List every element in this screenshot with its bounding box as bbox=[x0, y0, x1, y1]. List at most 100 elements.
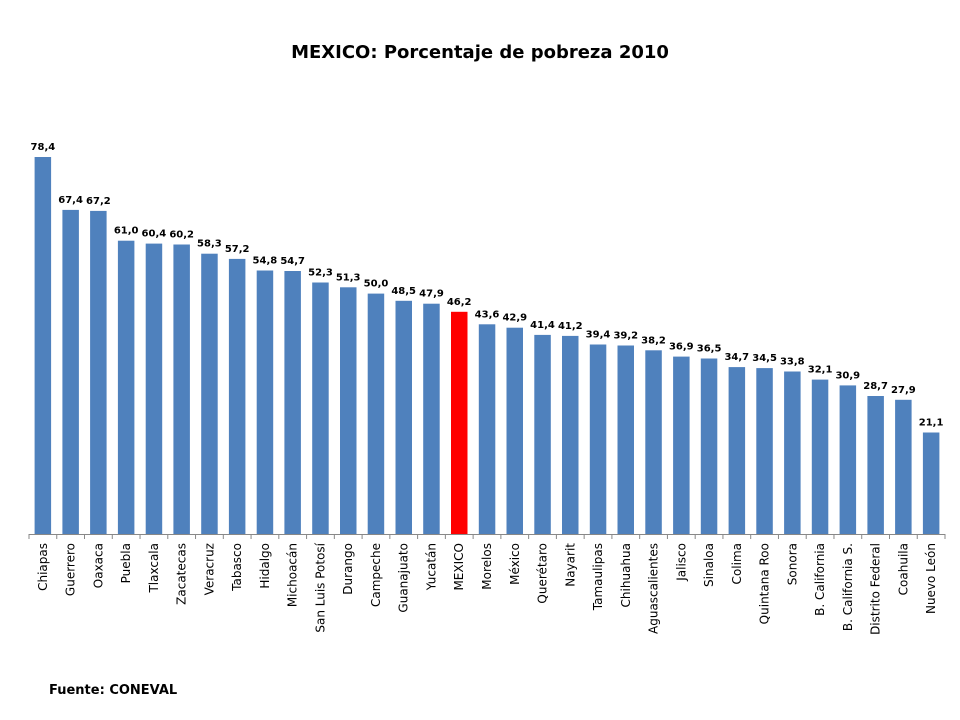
category-label: Hidalgo bbox=[258, 543, 272, 589]
bars-group bbox=[34, 157, 940, 534]
bar-value-label: 27,9 bbox=[891, 385, 916, 396]
bar bbox=[228, 258, 246, 534]
category-label: México bbox=[508, 543, 522, 585]
bar-value-label: 60,4 bbox=[142, 229, 167, 240]
category-label: Campeche bbox=[369, 543, 383, 607]
category-label: Tlaxcala bbox=[147, 543, 161, 594]
bar bbox=[367, 293, 385, 534]
category-label: Guanajuato bbox=[397, 543, 411, 613]
bar-value-label: 78,4 bbox=[31, 142, 56, 153]
bar-value-label: 34,5 bbox=[752, 353, 777, 364]
category-label: Colima bbox=[730, 543, 744, 584]
bar bbox=[284, 271, 301, 534]
bar-value-label: 60,2 bbox=[169, 230, 194, 241]
bar-value-label: 39,2 bbox=[613, 331, 638, 342]
category-label: Puebla bbox=[119, 543, 133, 583]
bar-value-label: 58,3 bbox=[197, 239, 222, 250]
category-label: Quintana Roo bbox=[758, 543, 772, 624]
bar bbox=[784, 371, 801, 534]
category-label: Durango bbox=[341, 543, 355, 595]
bar-value-label: 38,2 bbox=[641, 335, 666, 346]
bar bbox=[506, 327, 523, 534]
bar bbox=[867, 396, 884, 534]
bar-value-label: 34,7 bbox=[724, 352, 749, 363]
bar-value-label: 39,4 bbox=[586, 330, 611, 341]
bar bbox=[895, 399, 912, 534]
category-label: MEXICO bbox=[452, 543, 466, 591]
bar bbox=[395, 300, 412, 534]
category-label: Nayarit bbox=[563, 543, 577, 587]
category-label: Zacatecas bbox=[175, 543, 189, 605]
bar-value-label: 54,7 bbox=[280, 256, 305, 267]
bar-value-label: 47,9 bbox=[419, 289, 444, 300]
category-label: B. California S. bbox=[841, 543, 855, 631]
bar-value-label: 54,8 bbox=[253, 256, 278, 267]
category-label: Jalisco bbox=[674, 543, 688, 582]
category-label: Sonora bbox=[785, 543, 799, 585]
category-label: Morelos bbox=[480, 543, 494, 590]
bar bbox=[728, 367, 746, 534]
bar-value-label: 43,6 bbox=[475, 309, 500, 320]
category-labels-group: Chiapas Guerrero Oaxaca Puebla Tlaxcala Zacat… bbox=[36, 542, 938, 635]
x-ticks-group bbox=[28, 534, 946, 539]
bar-value-label: 50,0 bbox=[364, 279, 389, 290]
source-note: Fuente: CONEVAL bbox=[49, 683, 178, 698]
category-label: Querétaro bbox=[536, 543, 550, 604]
bar-value-label: 41,4 bbox=[530, 320, 555, 331]
category-label: Oaxaca bbox=[91, 543, 105, 588]
bar-value-label: 42,9 bbox=[502, 313, 527, 324]
chart-title: MEXICO: Porcentaje de pobreza 2010 bbox=[291, 42, 669, 63]
bar bbox=[645, 350, 662, 534]
bar bbox=[423, 303, 440, 534]
bar-value-label: 48,5 bbox=[391, 286, 416, 297]
category-label: Aguascalientes bbox=[647, 543, 661, 634]
category-label: Coahuila bbox=[896, 543, 910, 595]
bar-value-label: 61,0 bbox=[114, 226, 139, 237]
bar bbox=[312, 282, 329, 534]
category-label: Nuevo León bbox=[924, 543, 938, 614]
bar bbox=[589, 344, 607, 534]
bar bbox=[478, 324, 496, 534]
category-label: Chiapas bbox=[36, 543, 50, 591]
bar bbox=[201, 253, 218, 534]
value-labels-group: 78,4 67,4 67,2 61,0 60,4 60,258,3 57,254,8 54,7… bbox=[31, 142, 944, 429]
bar bbox=[145, 243, 163, 534]
bar-value-label: 67,4 bbox=[58, 195, 83, 206]
bar bbox=[34, 157, 52, 534]
category-label: Distrito Federal bbox=[869, 543, 883, 635]
category-label: San Luis Potosí bbox=[314, 542, 328, 632]
category-label: Tabasco bbox=[230, 543, 244, 592]
bar-value-label: 30,9 bbox=[835, 370, 860, 381]
category-label: Veracruz bbox=[202, 543, 216, 595]
bar bbox=[534, 334, 551, 534]
category-label: B. California bbox=[813, 543, 827, 616]
bar bbox=[173, 244, 190, 534]
bar bbox=[340, 287, 357, 534]
bar-value-label: 28,7 bbox=[863, 381, 888, 392]
bar-value-label: 41,2 bbox=[558, 321, 583, 332]
category-label: Tamaulipas bbox=[591, 543, 605, 611]
bar bbox=[117, 240, 135, 534]
bar bbox=[451, 311, 468, 534]
bar-value-label: 36,9 bbox=[669, 342, 694, 353]
bar-value-label: 52,3 bbox=[308, 268, 333, 279]
bar bbox=[839, 385, 857, 534]
category-label: Chihuahua bbox=[619, 543, 633, 607]
category-label: Yucatán bbox=[425, 543, 439, 591]
category-label: Michoacán bbox=[286, 543, 300, 607]
bar bbox=[756, 368, 773, 534]
bar bbox=[811, 379, 829, 534]
bar bbox=[62, 209, 79, 534]
bar-value-label: 33,8 bbox=[780, 357, 805, 368]
bar-value-label: 46,2 bbox=[447, 297, 472, 308]
bar bbox=[90, 210, 107, 534]
bar bbox=[617, 345, 634, 534]
bar bbox=[673, 356, 690, 534]
bar-value-label: 51,3 bbox=[336, 272, 361, 283]
bar-value-label: 36,5 bbox=[697, 344, 722, 355]
bar bbox=[562, 335, 579, 534]
bar-value-label: 67,2 bbox=[86, 196, 111, 207]
bar-value-label: 32,1 bbox=[808, 365, 833, 376]
bar bbox=[922, 432, 940, 534]
